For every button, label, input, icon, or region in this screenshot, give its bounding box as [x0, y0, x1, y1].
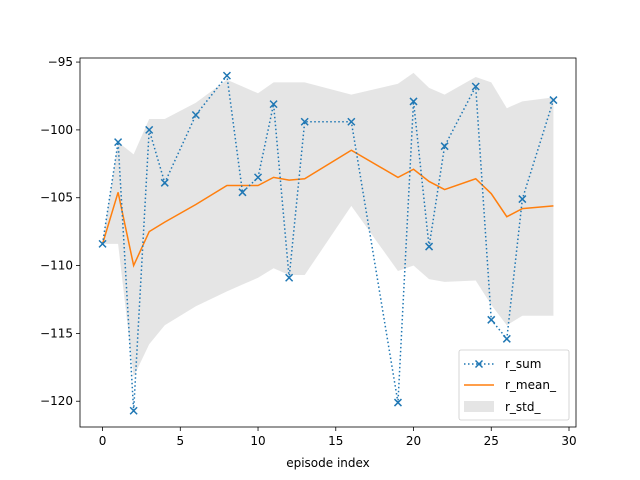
sum-marker: [518, 195, 527, 204]
legend-swatch-r-std: [464, 401, 494, 412]
std-band: [102, 72, 554, 377]
sum-marker: [98, 239, 107, 248]
sum-marker: [129, 406, 138, 415]
x-tick-label: 20: [406, 434, 421, 448]
x-tick-label: 10: [250, 434, 265, 448]
legend-label-r-mean: r_mean_: [505, 378, 557, 392]
sum-marker: [393, 398, 402, 407]
legend-label-r-std: r_std_: [505, 400, 542, 414]
sum-marker: [238, 188, 247, 197]
x-tick-label: 25: [484, 434, 499, 448]
std-band-layer: [102, 72, 554, 377]
sum-marker: [300, 117, 309, 126]
legend: r_sum r_mean_ r_std_: [458, 349, 570, 421]
mean-line-layer: [101, 149, 554, 268]
y-tick-label: −120: [40, 394, 73, 408]
x-tick-label: 0: [99, 434, 107, 448]
sum-marker: [160, 178, 169, 187]
y-tick-label: −115: [40, 326, 73, 340]
legend-entry-r-mean: r_mean_: [464, 378, 557, 392]
sum-marker: [285, 273, 294, 282]
mean-line: [101, 149, 554, 268]
x-tick-label: 30: [561, 434, 576, 448]
sum-marker: [114, 138, 123, 147]
sum-marker: [145, 125, 154, 134]
sum-marker: [254, 173, 263, 182]
x-axis-label: episode index: [286, 456, 370, 470]
sum-marker: [425, 242, 434, 251]
sum-marker: [549, 96, 558, 105]
sum-marker: [409, 97, 418, 106]
plot-frame: [79, 57, 577, 428]
y-axis: −120 −115 −110 −105 −100 −95: [40, 55, 80, 408]
y-tick-label: −95: [48, 55, 73, 69]
y-tick-label: −105: [40, 191, 73, 205]
sum-marker: [347, 117, 356, 126]
x-tick-label: 5: [176, 434, 184, 448]
y-tick-label: −110: [40, 259, 73, 273]
sum-marker: [269, 100, 278, 109]
sum-marker: [222, 71, 231, 80]
sum-marker: [502, 334, 511, 343]
y-tick-label: −100: [40, 123, 73, 137]
sum-marker: [191, 110, 200, 120]
legend-entry-r-std: r_std_: [464, 400, 542, 414]
sum-marker: [487, 315, 496, 324]
sum-line-layer: [98, 71, 558, 415]
legend-label-r-sum: r_sum: [505, 357, 541, 371]
legend-marker-r-sum: [474, 359, 484, 369]
legend-entry-r-sum: r_sum: [464, 357, 541, 371]
sum-line: [101, 73, 555, 411]
x-axis: 0 5 10 15 20 25 30: [99, 427, 577, 448]
sum-marker: [471, 82, 480, 91]
sum-marker: [440, 142, 449, 151]
x-tick-label: 15: [328, 434, 343, 448]
